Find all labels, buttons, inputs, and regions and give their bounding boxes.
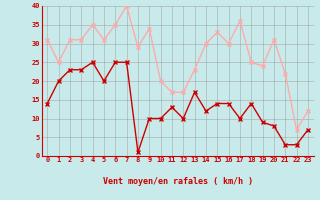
X-axis label: Vent moyen/en rafales ( km/h ): Vent moyen/en rafales ( km/h )	[103, 177, 252, 186]
